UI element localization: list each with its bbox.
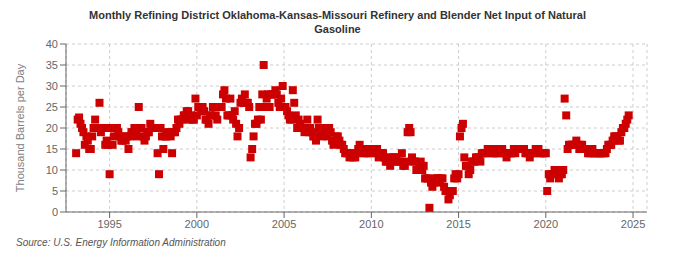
svg-text:1995: 1995 (97, 218, 121, 230)
svg-text:35: 35 (46, 59, 58, 71)
svg-text:30: 30 (46, 80, 58, 92)
svg-text:40: 40 (46, 38, 58, 50)
svg-text:0: 0 (52, 206, 58, 218)
svg-text:10: 10 (46, 164, 58, 176)
svg-text:25: 25 (46, 101, 58, 113)
svg-text:5: 5 (52, 185, 58, 197)
svg-text:2000: 2000 (185, 218, 209, 230)
svg-text:2020: 2020 (534, 218, 558, 230)
svg-text:2025: 2025 (621, 218, 645, 230)
svg-text:2010: 2010 (359, 218, 383, 230)
svg-text:15: 15 (46, 143, 58, 155)
svg-text:2015: 2015 (446, 218, 470, 230)
html-text:Source: U.S. Energy Informatio: Source: U.S. Energy Information Administ… (16, 237, 226, 248)
svg-text:2005: 2005 (272, 218, 296, 230)
html-text:Monthly Refining District Okla: Monthly Refining District Oklahoma-Kansa… (89, 9, 586, 35)
svg-text:Thousand Barrels per Day: Thousand Barrels per Day (14, 63, 26, 192)
svg-text:20: 20 (46, 122, 58, 134)
